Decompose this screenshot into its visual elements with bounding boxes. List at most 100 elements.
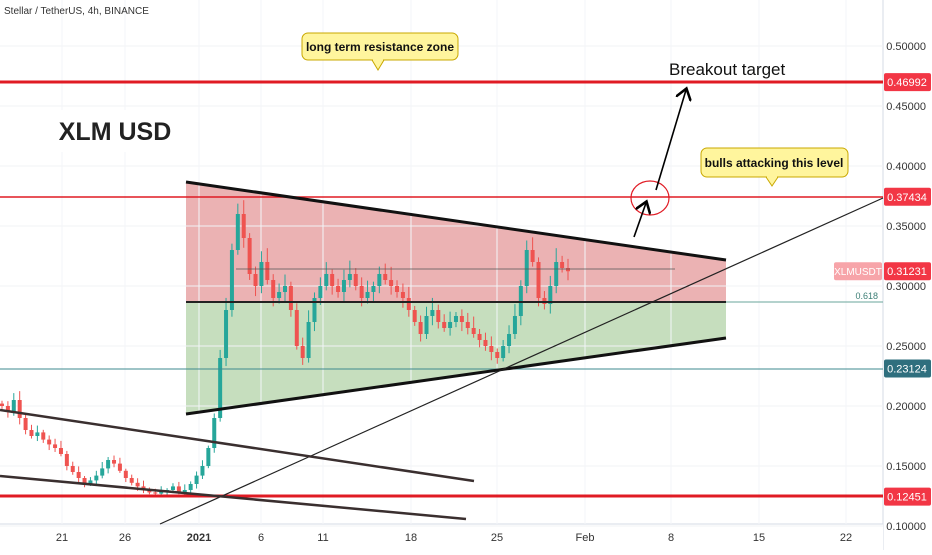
candle <box>430 310 435 316</box>
candle <box>495 352 500 358</box>
candle <box>536 262 541 298</box>
candle <box>477 334 482 340</box>
candle <box>442 322 447 328</box>
candle <box>147 490 152 493</box>
candle <box>82 478 87 484</box>
candle <box>465 322 470 328</box>
y-tick-label: 0.35000 <box>886 221 926 233</box>
candle <box>41 432 46 440</box>
candle <box>436 310 441 322</box>
x-tick-label: 26 <box>119 532 131 544</box>
breakout-circle[interactable] <box>630 180 670 216</box>
candle <box>88 480 93 484</box>
candle <box>283 286 287 292</box>
candle <box>129 478 134 483</box>
candle <box>188 484 193 490</box>
candle <box>459 316 464 322</box>
y-tick-label: 0.45000 <box>886 101 926 113</box>
chart-title: XLM USD <box>59 118 172 146</box>
price-label-box <box>884 73 931 92</box>
price-label: 0.12451 <box>887 492 927 504</box>
candle <box>153 492 158 494</box>
ascending-trendline[interactable] <box>159 197 884 525</box>
candle <box>318 286 323 298</box>
candle <box>224 310 229 358</box>
breakout-arrow-small[interactable] <box>633 203 646 238</box>
candle <box>395 286 400 292</box>
channel-top-trendline[interactable] <box>0 408 475 483</box>
candle <box>170 486 175 490</box>
candle <box>448 322 453 328</box>
candle <box>94 475 99 481</box>
channel-bottom-trendline[interactable] <box>0 474 467 521</box>
candle <box>336 286 341 292</box>
candle <box>76 472 81 478</box>
y-tick-label: 0.20000 <box>886 401 926 413</box>
callout-resistance-text: long term resistance zone <box>306 40 454 54</box>
candle <box>341 280 346 292</box>
price-label-box <box>884 487 931 506</box>
y-tick-label: 0.50000 <box>886 41 926 53</box>
candle <box>554 262 559 286</box>
candle <box>218 358 223 418</box>
candle <box>347 274 352 280</box>
candle <box>365 292 370 298</box>
candle <box>47 439 52 445</box>
candle <box>259 262 264 286</box>
candle <box>560 262 565 268</box>
triangle-upper-zone <box>186 182 726 302</box>
candle <box>312 298 317 322</box>
y-tick-label: 0.30000 <box>886 281 926 293</box>
price-label: 0.23124 <box>887 364 927 376</box>
candle <box>501 346 506 358</box>
candle <box>406 298 411 310</box>
candle <box>0 403 4 406</box>
callout-bulls-text: bulls attacking this level <box>705 156 844 170</box>
candle <box>123 470 128 478</box>
breakout-arrow-large[interactable] <box>655 90 686 191</box>
ticker-label-box <box>834 262 882 281</box>
candle <box>383 274 388 280</box>
x-tick-label: 8 <box>668 532 674 544</box>
price-label-box <box>884 262 931 281</box>
candle <box>212 418 217 448</box>
x-tick-label: 21 <box>56 532 68 544</box>
candle <box>377 274 382 286</box>
candle <box>206 448 211 466</box>
candle <box>389 280 394 286</box>
candle <box>277 292 282 298</box>
candle <box>17 400 22 418</box>
candle <box>330 274 335 286</box>
y-tick-label: 0.15000 <box>886 461 926 473</box>
candle <box>135 482 140 487</box>
candle <box>53 444 58 448</box>
candle <box>70 466 75 472</box>
y-tick-label: 0.40000 <box>886 161 926 173</box>
x-tick-label: 15 <box>753 532 765 544</box>
candle <box>530 250 535 262</box>
time-axis-pane[interactable] <box>0 524 883 550</box>
candle <box>353 274 358 286</box>
title-box: XLM USD <box>55 110 176 152</box>
callout-resistance[interactable]: long term resistance zone <box>301 32 459 71</box>
candle <box>159 491 164 494</box>
candle <box>306 322 311 358</box>
candle <box>507 334 512 346</box>
triangle-bottom-trendline[interactable] <box>185 336 727 416</box>
price-label-box <box>884 187 931 206</box>
ticker-label: XLMUSDT <box>834 267 882 278</box>
triangle-top-trendline[interactable] <box>185 180 727 262</box>
price-label-box <box>884 359 931 378</box>
x-tick-label: 18 <box>405 532 417 544</box>
candle <box>566 268 570 272</box>
callout-bulls[interactable]: bulls attacking this level <box>700 147 849 187</box>
x-tick-label: 11 <box>317 532 328 544</box>
candle <box>194 475 199 484</box>
x-tick-label: Feb <box>576 532 595 544</box>
candle <box>100 468 105 476</box>
candle <box>229 250 234 310</box>
candle <box>117 463 122 471</box>
candle <box>58 448 63 454</box>
